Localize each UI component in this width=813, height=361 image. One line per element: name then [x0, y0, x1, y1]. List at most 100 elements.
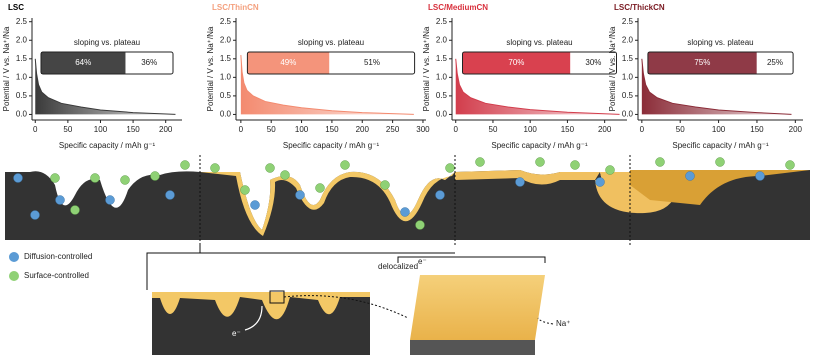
y-tick-label: 1.5 — [436, 54, 448, 63]
y-tick-label: 2.5 — [436, 17, 448, 26]
y-tick-label: 0.0 — [622, 110, 634, 119]
inset-value-label: 64% — [75, 58, 91, 67]
zoom-coating — [152, 292, 370, 320]
inset-value-label: 70% — [508, 58, 524, 67]
inset-frame — [647, 51, 794, 75]
x-tick-label: 200 — [159, 125, 173, 134]
inset-segment — [125, 52, 173, 74]
curve — [641, 58, 792, 115]
legend-label: Diffusion-controlled — [24, 252, 92, 261]
arrow — [537, 317, 554, 325]
chart: LSC/ThickCN 0.0 0.5 1.0 1.5 2.0 2.5 0 50 100 150 20… — [608, 3, 803, 150]
y-tick-label: 2.0 — [220, 35, 232, 44]
carbon-nitride-layer — [410, 275, 545, 340]
electron-label: e⁻ — [232, 329, 241, 338]
y-tick-label: 1.0 — [16, 72, 28, 81]
bracket — [397, 256, 546, 263]
schematic: Diffusion-controlled Surface-controlled … — [5, 155, 810, 355]
x-tick-label: 150 — [750, 125, 764, 134]
curve — [240, 55, 414, 115]
sodium-label: Na⁺ — [556, 319, 570, 328]
y-axis-label: Potential / V vs. Na⁺/Na — [2, 26, 11, 111]
y-tick-label: 2.0 — [16, 35, 28, 44]
bracket — [146, 245, 201, 290]
y-tick-label: 1.5 — [16, 54, 28, 63]
chart-title: LSC/MediumCN — [428, 3, 488, 12]
y-tick-label: 0.0 — [16, 110, 28, 119]
y-tick-label: 1.5 — [622, 54, 634, 63]
y-tick-label: 0.5 — [220, 91, 232, 100]
inset-value-label: 25% — [767, 58, 783, 67]
arrow — [244, 305, 263, 331]
y-axis-label: Potential / V vs. Na⁺/Na — [206, 26, 215, 111]
y-tick-label: 0.5 — [16, 91, 28, 100]
y-axis-label: Potential / V vs. Na⁺/Na — [422, 26, 431, 111]
legend-swatch — [9, 252, 19, 262]
inset-segment — [756, 52, 794, 74]
x-tick-label: 250 — [386, 125, 400, 134]
area-fill — [35, 58, 176, 115]
x-tick-label: 100 — [712, 125, 726, 134]
inset-title: sloping vs. plateau — [298, 38, 364, 47]
y-axis-label: Potential / V vs. Na⁺/Na — [608, 26, 617, 111]
x-tick-label: 200 — [598, 125, 612, 134]
inset-segment — [247, 52, 330, 74]
medium-coating — [455, 170, 675, 214]
x-tick-label: 50 — [676, 125, 685, 134]
inset-frame — [462, 51, 617, 75]
electron-label: e⁻ — [418, 257, 427, 266]
y-tick-label: 0.0 — [436, 110, 448, 119]
electrode-cross-section — [5, 170, 810, 240]
inset-value-label: 30% — [585, 58, 601, 67]
x-axis-label: Specific capacity / mAh g⁻¹ — [672, 141, 769, 150]
inset-title: sloping vs. plateau — [74, 38, 140, 47]
x-tick-label: 50 — [63, 125, 72, 134]
y-tick-label: 0.5 — [436, 91, 448, 100]
x-tick-label: 200 — [356, 125, 370, 134]
x-tick-label: 100 — [524, 125, 538, 134]
inset-value-label: 75% — [694, 58, 710, 67]
x-tick-label: 50 — [267, 125, 276, 134]
area-fill — [641, 58, 792, 115]
diffusion-particles — [13, 171, 765, 220]
x-axis-label: Specific capacity / mAh g⁻¹ — [59, 141, 156, 150]
inset-segment — [570, 52, 617, 74]
chart-title: LSC/ThinCN — [212, 3, 259, 12]
zoom-link — [283, 295, 409, 319]
x-tick-label: 150 — [126, 125, 140, 134]
carbon-substrate — [410, 340, 535, 355]
delocalized-label: delocalized — [378, 262, 418, 271]
chart: LSC 0.0 0.5 1.0 1.5 2.0 2.5 0 50 100 150 200Specifi… — [2, 3, 182, 150]
x-tick-label: 0 — [640, 125, 645, 134]
inset-value-label: 49% — [280, 58, 296, 67]
y-tick-label: 0.5 — [622, 91, 634, 100]
y-tick-label: 2.5 — [16, 17, 28, 26]
y-tick-label: 2.5 — [220, 17, 232, 26]
y-tick-label: 0.0 — [220, 110, 232, 119]
x-tick-label: 0 — [453, 125, 458, 134]
x-tick-label: 200 — [789, 125, 803, 134]
inset-title: sloping vs. plateau — [687, 38, 753, 47]
chart: LSC/ThinCN 0.0 0.5 1.0 1.5 2.0 2.5 0 50 100 150 200… — [206, 3, 430, 150]
inset-value-label: 51% — [364, 58, 380, 67]
surface-particles — [50, 157, 795, 230]
y-tick-label: 2.0 — [436, 35, 448, 44]
legend-label: Surface-controlled — [24, 271, 89, 280]
y-tick-label: 2.5 — [622, 17, 634, 26]
x-tick-label: 50 — [489, 125, 498, 134]
x-tick-label: 150 — [561, 125, 575, 134]
area-fill — [240, 55, 414, 115]
x-tick-label: 300 — [416, 125, 430, 134]
inset-segment — [329, 52, 415, 74]
y-tick-label: 1.0 — [622, 72, 634, 81]
inset-frame — [40, 51, 174, 75]
curve — [455, 58, 620, 115]
legend-swatch — [9, 271, 19, 281]
inset-segment — [41, 52, 126, 74]
inset-title: sloping vs. plateau — [506, 38, 572, 47]
x-tick-label: 150 — [325, 125, 339, 134]
x-tick-label: 0 — [33, 125, 38, 134]
y-tick-label: 2.0 — [622, 35, 634, 44]
chart: LSC/MediumCN 0.0 0.5 1.0 1.5 2.0 2.5 0 50 100 150 2… — [422, 3, 627, 150]
